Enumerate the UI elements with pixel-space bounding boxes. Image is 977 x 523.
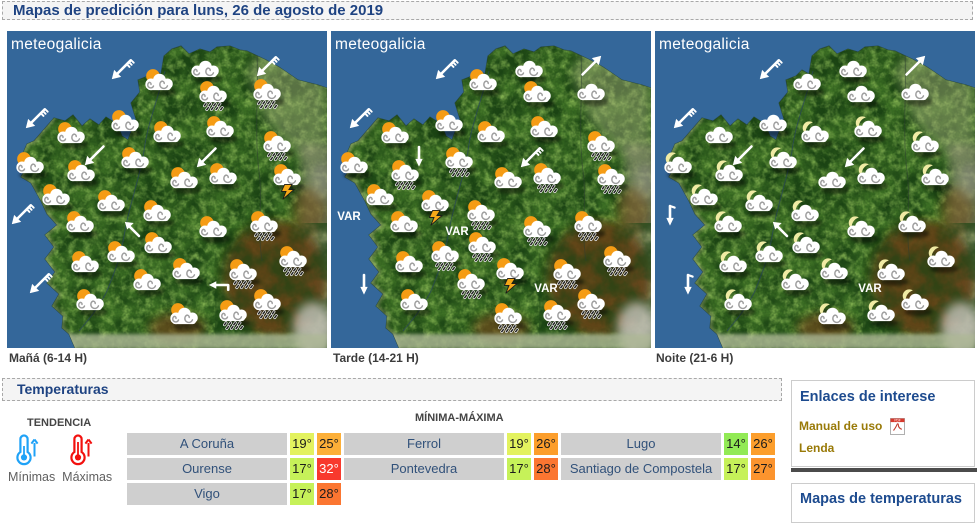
svg-text:meteogalicia: meteogalicia — [659, 36, 750, 53]
svg-text:meteogalicia: meteogalicia — [335, 36, 426, 53]
svg-text:VAR: VAR — [337, 211, 361, 223]
svg-text:VAR: VAR — [445, 226, 469, 238]
svg-text:VAR: VAR — [858, 283, 882, 295]
svg-text:VAR: VAR — [534, 283, 558, 295]
svg-text:meteogalicia: meteogalicia — [11, 36, 102, 53]
svg-text:PDF: PDF — [894, 419, 900, 423]
